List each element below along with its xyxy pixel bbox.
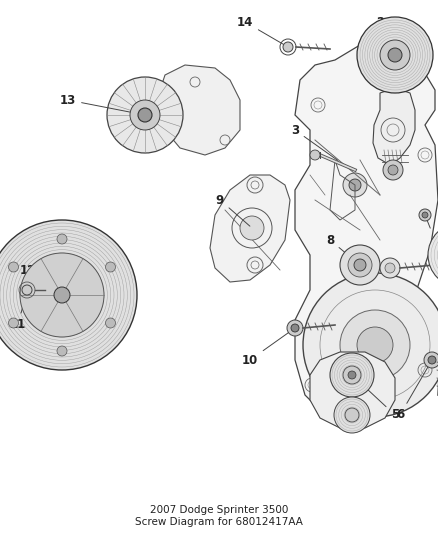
Circle shape <box>340 245 380 285</box>
Circle shape <box>357 327 393 363</box>
Polygon shape <box>160 65 240 155</box>
Polygon shape <box>295 45 438 420</box>
Circle shape <box>388 48 402 62</box>
Text: 13: 13 <box>60 93 142 115</box>
Circle shape <box>345 408 359 422</box>
Text: 12: 12 <box>20 263 60 293</box>
Circle shape <box>303 273 438 417</box>
Circle shape <box>428 356 436 364</box>
Text: 4: 4 <box>426 217 438 246</box>
Text: 9: 9 <box>216 193 250 226</box>
Text: 6: 6 <box>396 362 431 422</box>
Text: Screw Diagram for 68012417AA: Screw Diagram for 68012417AA <box>135 517 303 527</box>
Circle shape <box>291 324 299 332</box>
Circle shape <box>343 173 367 197</box>
Circle shape <box>106 318 116 328</box>
Text: 3: 3 <box>291 124 338 160</box>
Circle shape <box>240 216 264 240</box>
Circle shape <box>385 263 395 273</box>
Circle shape <box>383 160 403 180</box>
Circle shape <box>348 253 372 277</box>
Circle shape <box>428 223 438 287</box>
Circle shape <box>138 108 152 122</box>
Circle shape <box>348 371 356 379</box>
Text: 2007 Dodge Sprinter 3500: 2007 Dodge Sprinter 3500 <box>150 505 288 515</box>
Circle shape <box>130 100 160 130</box>
Circle shape <box>8 318 18 328</box>
Circle shape <box>0 220 137 370</box>
Circle shape <box>343 366 361 384</box>
Text: 8: 8 <box>326 233 358 263</box>
Polygon shape <box>310 352 395 428</box>
Circle shape <box>310 150 320 160</box>
Circle shape <box>349 179 361 191</box>
Text: 1: 1 <box>0 532 1 533</box>
Circle shape <box>422 212 428 218</box>
Text: 7: 7 <box>0 532 1 533</box>
Circle shape <box>354 259 366 271</box>
Polygon shape <box>373 88 415 165</box>
Circle shape <box>380 258 400 278</box>
Circle shape <box>57 346 67 356</box>
Circle shape <box>283 42 293 52</box>
Circle shape <box>424 352 438 368</box>
Text: 14: 14 <box>237 15 286 46</box>
Circle shape <box>380 40 410 70</box>
Circle shape <box>419 209 431 221</box>
Circle shape <box>8 262 18 272</box>
Text: 11: 11 <box>10 293 26 332</box>
Polygon shape <box>210 175 290 282</box>
Circle shape <box>330 353 374 397</box>
Circle shape <box>388 165 398 175</box>
Text: 2: 2 <box>376 15 394 52</box>
Text: 5: 5 <box>354 377 399 422</box>
Circle shape <box>22 285 32 295</box>
Circle shape <box>106 262 116 272</box>
Text: 10: 10 <box>242 329 293 367</box>
Circle shape <box>107 77 183 153</box>
Circle shape <box>287 320 303 336</box>
Circle shape <box>57 234 67 244</box>
Circle shape <box>54 287 70 303</box>
Circle shape <box>340 310 410 380</box>
Circle shape <box>334 397 370 433</box>
Circle shape <box>20 253 104 337</box>
Circle shape <box>357 17 433 93</box>
